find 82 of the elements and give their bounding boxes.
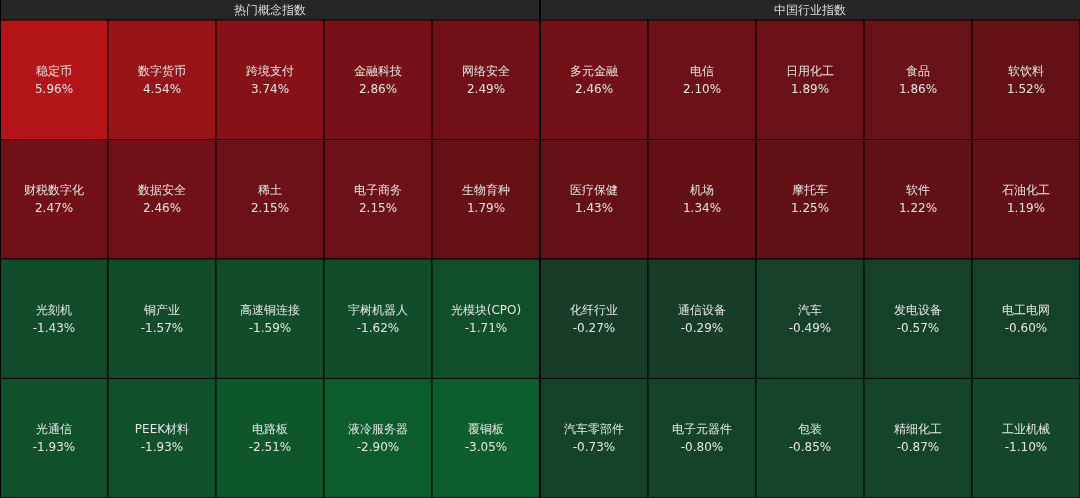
category-label: 跨境支付 (246, 63, 294, 78)
data-label: 1.43% (574, 201, 614, 216)
category-label: 电子商务 (354, 183, 402, 198)
data-label: -1.93% (32, 440, 76, 455)
category-label: 电工电网 (1002, 302, 1050, 317)
category-label: 发电设备 (894, 302, 942, 317)
category-label: 汽车 (798, 302, 822, 317)
category-label: 金融科技 (354, 63, 402, 78)
category-label: 网络安全 (462, 63, 510, 78)
category-label: 宇树机器人 (348, 302, 408, 317)
data-label: 1.19% (1006, 201, 1046, 216)
category-label: 工业机械 (1002, 422, 1050, 437)
data-label: 1.22% (898, 201, 938, 216)
data-label: -0.87% (896, 440, 940, 455)
data-label: -0.57% (896, 320, 940, 335)
data-label: 2.15% (358, 201, 398, 216)
data-label: -1.93% (140, 440, 184, 455)
category-label: 光模块(CPO) (450, 302, 522, 317)
category-label: 包装 (798, 422, 822, 437)
category-label: 稳定币 (36, 63, 72, 78)
data-label: -0.80% (680, 440, 724, 455)
data-label: 1.89% (790, 81, 830, 96)
category-label: 液冷服务器 (348, 422, 408, 437)
data-label: -1.59% (248, 320, 292, 335)
category-label: 数字货币 (138, 63, 186, 78)
data-label: 3.74% (250, 81, 290, 96)
category-label: 食品 (906, 63, 930, 78)
category-label: 化纤行业 (570, 302, 618, 317)
data-label: -3.05% (464, 440, 508, 455)
category-label: 光通信 (36, 422, 72, 437)
text: 中国行业指数 (774, 3, 846, 17)
category-label: 汽车零部件 (564, 422, 624, 437)
category-label: 摩托车 (792, 183, 828, 198)
category-label: 光刻机 (36, 302, 72, 317)
data-label: 1.25% (790, 201, 830, 216)
category-label: 电信 (690, 63, 714, 78)
category-label: 软饮料 (1008, 63, 1044, 78)
data-label: 2.46% (574, 81, 614, 96)
data-label: -0.49% (788, 320, 832, 335)
data-label: -0.27% (572, 320, 616, 335)
data-label: -0.73% (572, 440, 616, 455)
category-label: 覆铜板 (468, 422, 504, 437)
data-label: 2.86% (358, 81, 398, 96)
data-label: -1.62% (356, 320, 400, 335)
data-label: 4.54% (142, 81, 182, 96)
data-label: 1.79% (466, 201, 506, 216)
category-label: PEEK材料 (134, 422, 190, 437)
category-label: 财税数字化 (24, 183, 84, 198)
data-label: 1.86% (898, 81, 938, 96)
category-label: 精细化工 (894, 422, 942, 437)
category-label: 通信设备 (678, 302, 726, 317)
category-label: 高速铜连接 (240, 302, 300, 317)
category-label: 铜产业 (143, 302, 180, 317)
data-label: -1.57% (140, 320, 184, 335)
category-label: 生物育种 (462, 183, 510, 198)
data-label: -1.10% (1004, 440, 1048, 455)
text: 热门概念指数 (234, 3, 306, 17)
category-label: 日用化工 (786, 63, 834, 78)
data-label: 2.49% (466, 81, 506, 96)
data-label: -1.71% (464, 320, 508, 335)
data-label: 2.10% (682, 81, 722, 96)
data-label: 1.52% (1006, 81, 1046, 96)
data-label: -1.43% (32, 320, 76, 335)
category-label: 软件 (906, 183, 930, 198)
data-label: -0.85% (788, 440, 832, 455)
category-label: 石油化工 (1002, 183, 1050, 198)
category-label: 电路板 (252, 422, 288, 437)
data-label: -0.60% (1004, 320, 1048, 335)
data-label: 2.46% (142, 201, 182, 216)
data-label: 1.34% (682, 201, 722, 216)
data-label: 2.47% (34, 201, 74, 216)
category-label: 稀土 (258, 183, 282, 198)
data-label: -2.90% (356, 440, 400, 455)
category-label: 医疗保健 (570, 183, 618, 198)
data-label: -2.51% (248, 440, 292, 455)
data-label: 5.96% (34, 81, 74, 96)
category-label: 机场 (690, 183, 714, 198)
category-label: 电子元器件 (672, 422, 732, 437)
data-label: -0.29% (680, 320, 724, 335)
category-label: 数据安全 (138, 183, 186, 198)
data-label: 2.15% (250, 201, 290, 216)
category-label: 多元金融 (570, 63, 618, 78)
